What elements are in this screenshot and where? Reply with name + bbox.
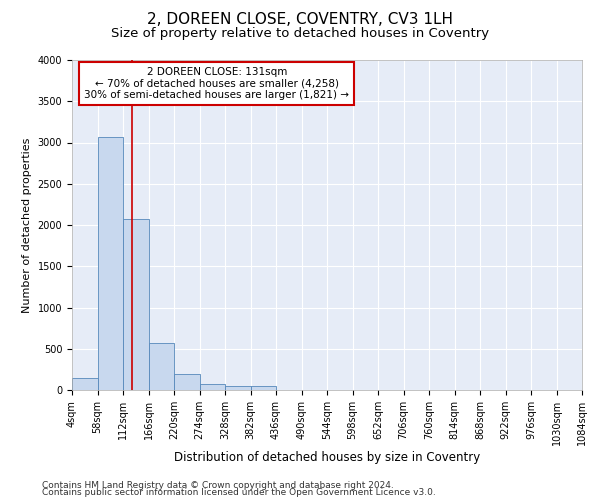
X-axis label: Distribution of detached houses by size in Coventry: Distribution of detached houses by size … (174, 450, 480, 464)
Text: 2, DOREEN CLOSE, COVENTRY, CV3 1LH: 2, DOREEN CLOSE, COVENTRY, CV3 1LH (147, 12, 453, 28)
Y-axis label: Number of detached properties: Number of detached properties (22, 138, 32, 312)
Bar (97, 136, 123, 390)
Text: 2 DOREEN CLOSE: 131sqm
← 70% of detached houses are smaller (4,258)
30% of semi-: 2 DOREEN CLOSE: 131sqm ← 70% of detached… (84, 67, 349, 100)
Text: Contains public sector information licensed under the Open Government Licence v3: Contains public sector information licen… (42, 488, 436, 497)
Bar (251, 386, 276, 390)
Bar (123, 219, 149, 390)
Bar (149, 343, 174, 390)
Bar (200, 384, 225, 390)
Text: Size of property relative to detached houses in Coventry: Size of property relative to detached ho… (111, 28, 489, 40)
Bar (72, 378, 97, 390)
Bar (174, 374, 199, 390)
Text: Contains HM Land Registry data © Crown copyright and database right 2024.: Contains HM Land Registry data © Crown c… (42, 480, 394, 490)
Bar (225, 386, 251, 390)
